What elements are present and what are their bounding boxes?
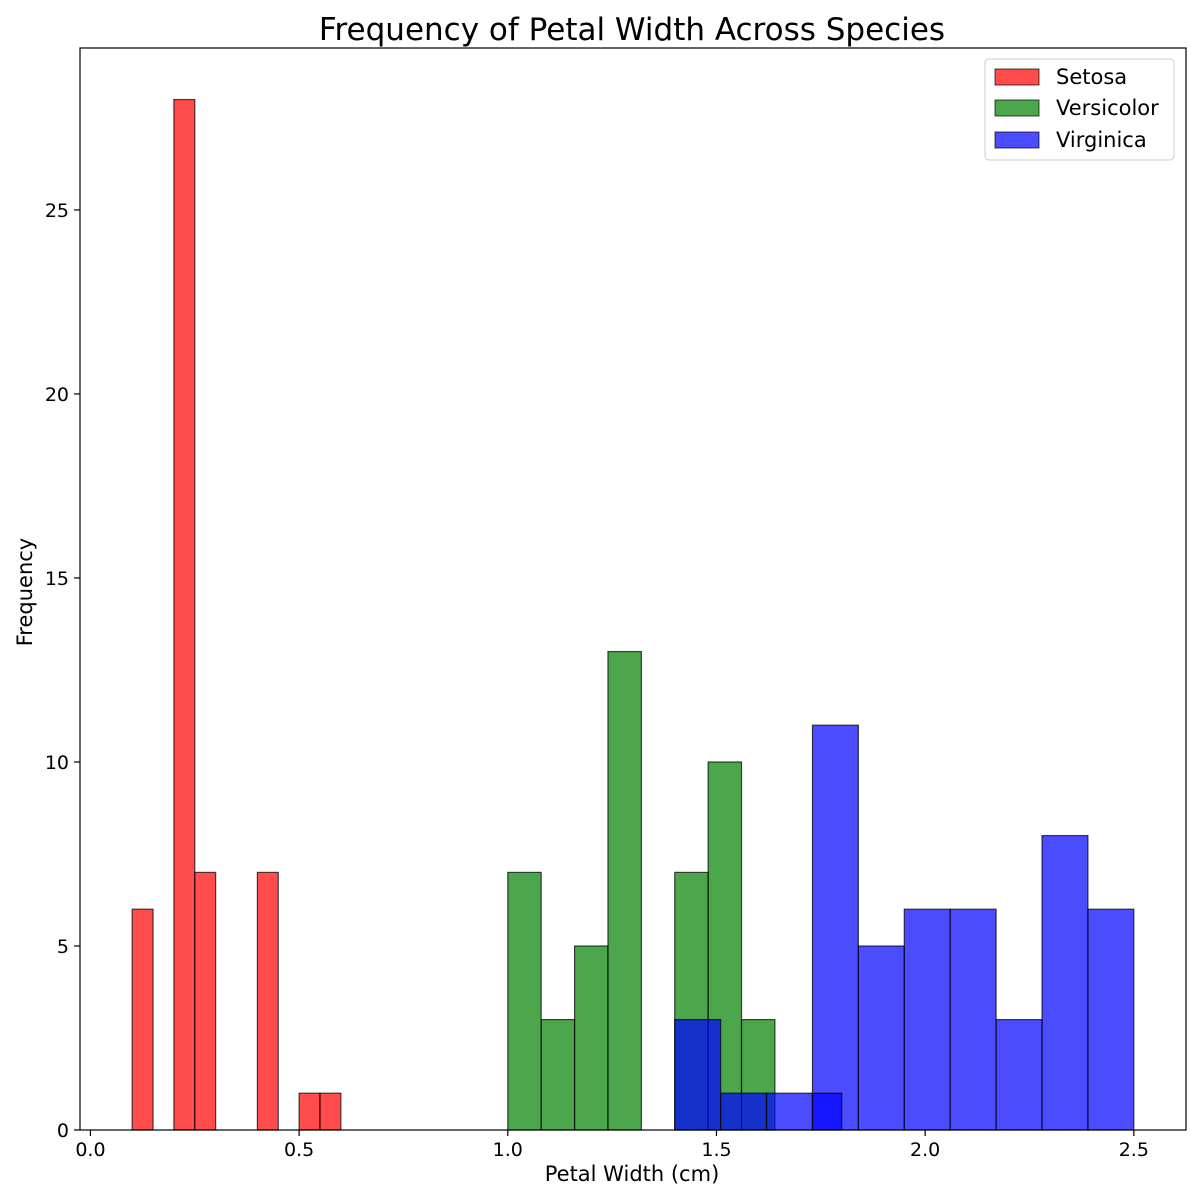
bar-setosa-2 <box>173 98 196 1131</box>
x-tick-label: 0.0 <box>75 1139 105 1161</box>
y-tick-label: 0 <box>57 1120 69 1142</box>
legend-swatch-virginica <box>994 131 1040 149</box>
y-tick-label: 15 <box>45 568 69 590</box>
chart-title: Frequency of Petal Width Across Species <box>319 12 945 48</box>
legend-label-virginica: Virginica <box>1056 128 1147 152</box>
x-axis-label: Petal Width (cm) <box>545 1162 720 1186</box>
bar-virginica-1 <box>720 1092 768 1131</box>
y-axis-label: Frequency <box>13 538 37 647</box>
legend-label-setosa: Setosa <box>1056 65 1127 89</box>
x-tick-label: 0.5 <box>284 1139 314 1161</box>
y-tick-label: 25 <box>45 200 69 222</box>
bar-virginica-4 <box>857 945 905 1131</box>
legend: Setosa Versicolor Virginica <box>984 58 1175 161</box>
x-tick-label: 2.5 <box>1119 1139 1149 1161</box>
bar-series-3-3 <box>811 1092 843 1131</box>
bar-virginica-5 <box>903 908 951 1131</box>
plot-frame <box>79 47 1187 1131</box>
bar-versicolor-1 <box>540 1018 576 1131</box>
x-tick-label: 1.5 <box>701 1139 731 1161</box>
bar-virginica-6 <box>949 908 997 1131</box>
y-tick-label: 20 <box>45 384 69 406</box>
bar-versicolor-3 <box>607 650 642 1131</box>
bar-versicolor-0 <box>507 871 542 1131</box>
x-tick-label: 2.0 <box>910 1139 940 1161</box>
bar-setosa-0 <box>131 908 154 1131</box>
x-tick-label: 1.0 <box>493 1139 523 1161</box>
bar-virginica-0 <box>674 1018 722 1131</box>
bar-versicolor-2 <box>573 945 609 1131</box>
bar-virginica-7 <box>995 1018 1043 1131</box>
x-axis: 0.0 0.5 1.0 1.5 2.0 2.5 <box>75 1130 1149 1161</box>
bar-virginica-8 <box>1041 834 1089 1131</box>
bar-virginica-3 <box>811 724 859 1131</box>
bars-layer <box>131 98 1135 1131</box>
legend-label-versicolor: Versicolor <box>1056 96 1159 120</box>
bar-setosa-6 <box>256 871 279 1131</box>
bar-virginica-9 <box>1087 908 1135 1131</box>
y-tick-label: 5 <box>57 936 69 958</box>
bar-setosa-9 <box>319 1092 342 1131</box>
legend-swatch-setosa <box>994 68 1040 86</box>
bar-setosa-8 <box>298 1092 321 1131</box>
legend-swatch-versicolor <box>994 99 1040 117</box>
bar-setosa-3 <box>194 871 217 1131</box>
y-tick-label: 10 <box>45 752 69 774</box>
y-axis: 0 5 10 15 20 25 <box>45 200 80 1142</box>
bar-virginica-2 <box>765 1092 814 1131</box>
